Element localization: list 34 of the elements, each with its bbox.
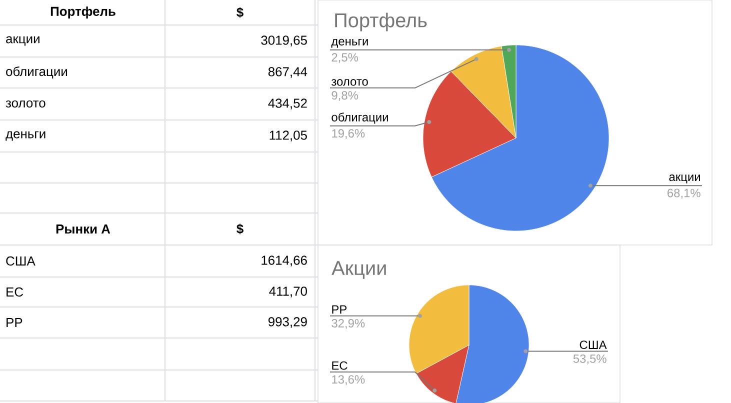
slice-label: золото [331,79,368,86]
text: 434,52 [268,98,307,110]
data-label: 2,5% [332,53,358,63]
category-label: золото [6,100,46,108]
data-label: 68,1% [668,188,700,199]
chart-title: Акции [332,261,386,279]
data-label: 9,8% [332,91,358,101]
data-label: 19,6% [332,129,365,139]
slice-label: акции [669,174,700,184]
category-label: ЕС [6,287,24,297]
text: $ [236,224,244,234]
category-label: акции [6,36,40,46]
text: $ [236,7,244,18]
category-label: деньги [6,131,46,141]
slice-label: РР [332,305,347,314]
slice-label: деньги [331,38,368,48]
text: 3019,65 [261,36,307,46]
slice-label: США [580,340,607,350]
text: 1614,66 [262,256,307,266]
data-label: 53,5% [573,354,606,364]
slice-label: облигации [332,112,388,124]
text: 867,44 [268,67,308,78]
text: 411,70 [269,286,307,298]
text: 112,05 [270,130,307,142]
data-label: 13,6% [332,375,365,386]
text: Рынки А [56,224,110,234]
chart-title: Портфель [335,12,427,32]
text: Портфель [50,6,116,19]
text: 993,29 [268,317,307,328]
category-label: РР [6,318,22,327]
data-label: 32,9% [332,319,365,329]
slice-label: ЕС [332,361,348,370]
category-label: облигации [6,66,68,79]
category-label: США [6,256,36,266]
